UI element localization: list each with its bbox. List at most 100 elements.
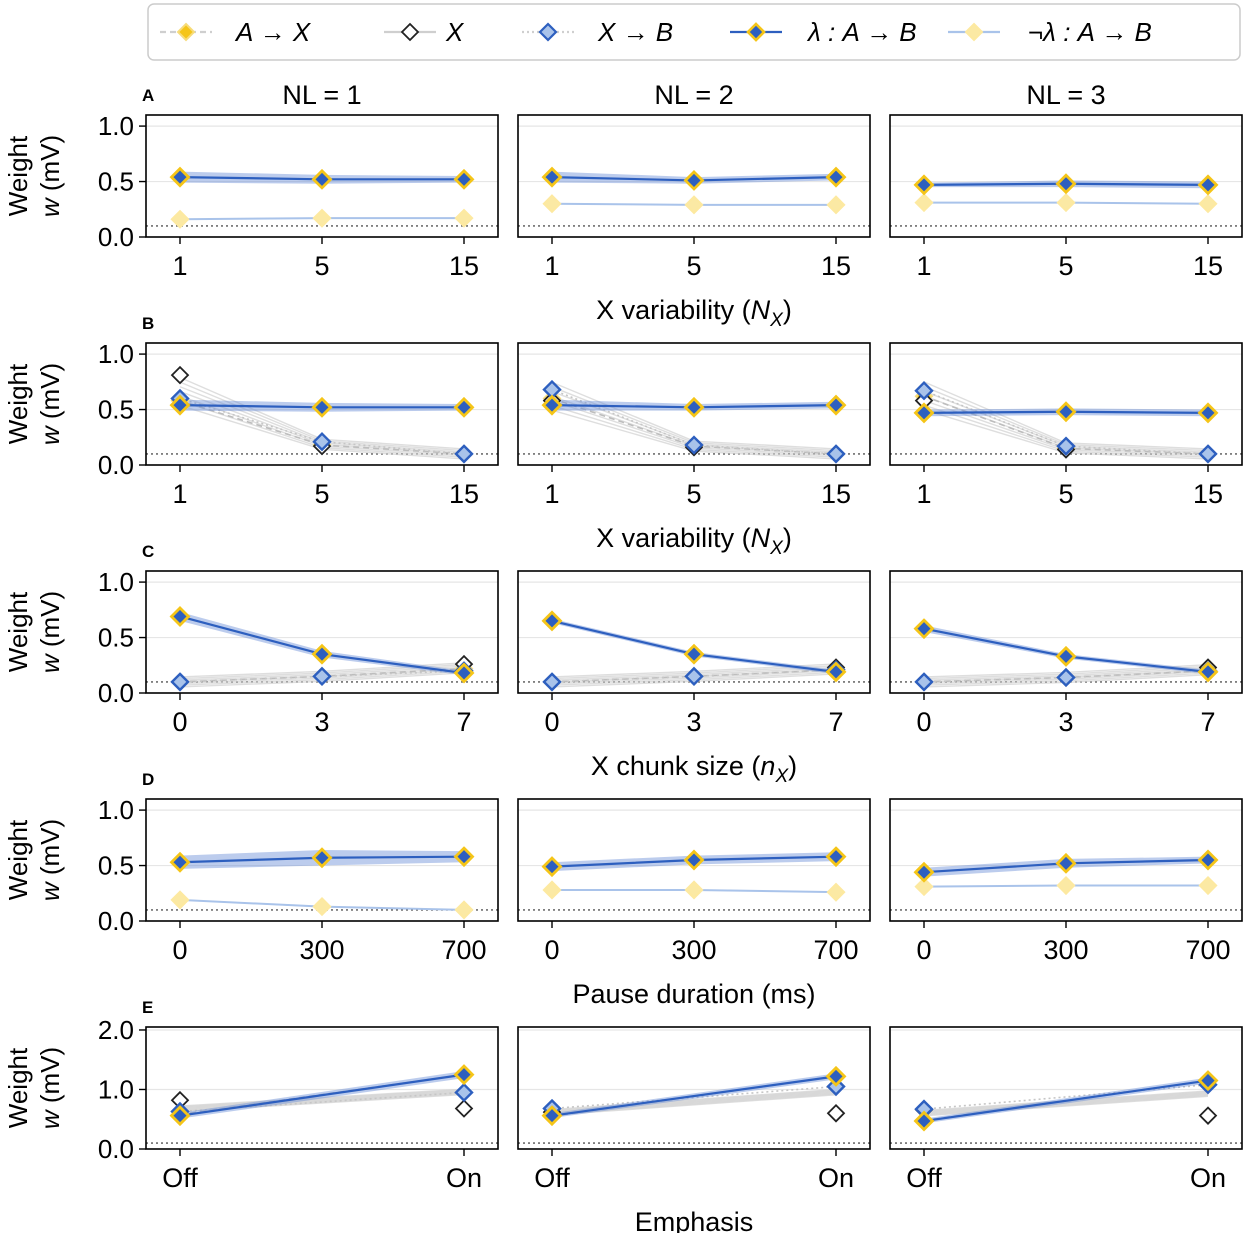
- panel-B-2: 1 5 15: [517, 342, 871, 509]
- panel-E-3: Off On: [889, 1026, 1243, 1193]
- marker-nlam: [1198, 875, 1218, 896]
- marker-nlam: [684, 880, 704, 900]
- marker-xb: [1056, 436, 1076, 456]
- marker-lam: [683, 643, 705, 665]
- y-axis-label-line1: Weight: [3, 1047, 33, 1128]
- series-band-lam: [180, 612, 464, 676]
- x-tick-label: 300: [299, 935, 344, 965]
- panel-B-3: 1 5 15: [889, 342, 1243, 509]
- run-line: [551, 1089, 837, 1112]
- marker-lam: [169, 605, 191, 627]
- x-axis-label-text: X variability (: [596, 523, 751, 553]
- x-tick-label: 700: [813, 935, 858, 965]
- marker-xb: [914, 380, 934, 401]
- x-tick-label: 15: [1193, 251, 1223, 281]
- y-tick-label: 1.0: [98, 795, 134, 825]
- y-tick-label: 1.0: [98, 1074, 134, 1104]
- marker-x: [454, 1099, 474, 1118]
- marker-lam: [913, 618, 935, 640]
- series-line-ax: [551, 397, 837, 455]
- series-line-lam: [179, 1073, 465, 1117]
- x-tick-label: 15: [821, 479, 851, 509]
- y-axis-label-line2: w (mV): [35, 135, 65, 217]
- marker-lam: [169, 851, 191, 873]
- x-tick-label: Off: [534, 1163, 570, 1193]
- marker-lam: [169, 166, 191, 188]
- x-tick-label: On: [818, 1163, 854, 1193]
- marker-nlam: [542, 880, 562, 900]
- x-tick-label: 0: [916, 935, 931, 965]
- marker-xb: [684, 435, 704, 455]
- marker-nlam: [542, 194, 562, 214]
- x-axis-label-sub: X: [769, 538, 784, 559]
- x-tick-label: 7: [828, 707, 843, 737]
- column-titles: NL = 1 NL = 2 NL = 3: [282, 80, 1105, 110]
- y-axis-label-unit: (mV): [35, 135, 65, 191]
- marker-lam: [1055, 645, 1077, 667]
- x-tick-label: 5: [686, 251, 701, 281]
- run-line: [179, 1091, 465, 1110]
- marker-nlam: [914, 877, 934, 897]
- x-axis-label: Emphasis: [635, 1207, 754, 1233]
- marker-lam: [1197, 402, 1219, 424]
- panel-D-2: 0 300 700: [517, 798, 871, 965]
- marker-lam: [311, 643, 333, 665]
- panel-C-1: 0 3 7 0.0 0.5 1.0: [98, 567, 499, 737]
- marker-x: [1198, 1106, 1218, 1125]
- y-tick-label: 0.5: [98, 623, 134, 653]
- x-axis-label-end: ): [783, 523, 792, 553]
- column-title-nl2: NL = 2: [654, 80, 733, 110]
- run-line: [551, 1094, 837, 1116]
- series-line-xb: [551, 668, 837, 683]
- legend-marker-x: [400, 22, 420, 42]
- row-letter: E: [142, 998, 153, 1017]
- marker-lam: [311, 396, 333, 418]
- legend-label-x: X: [445, 17, 465, 47]
- marker-lam: [1055, 173, 1077, 195]
- y-tick-label: 1.0: [98, 339, 134, 369]
- x-tick-label: 1: [172, 251, 187, 281]
- y-axis-label-unit: (mV): [35, 1047, 65, 1103]
- legend-label-ax: A → X: [234, 17, 312, 47]
- marker-nlam: [170, 209, 190, 229]
- y-axis-label-unit: (mV): [35, 591, 65, 647]
- panel-frame: [889, 1026, 1243, 1150]
- marker-lam: [913, 402, 935, 424]
- x-tick-label: 5: [686, 479, 701, 509]
- marker-nlam: [1198, 194, 1218, 214]
- y-axis-label-var: w: [35, 191, 65, 217]
- legend-label-lam: λ : A → B: [806, 17, 917, 47]
- y-axis-label-var: w: [35, 875, 65, 901]
- y-tick-label: 1.0: [98, 111, 134, 141]
- marker-nlam: [684, 195, 704, 215]
- x-axis-label-end: ): [788, 751, 797, 781]
- marker-xb: [454, 444, 474, 464]
- x-tick-label: 0: [172, 935, 187, 965]
- series-line-xb: [923, 670, 1209, 683]
- y-axis-label-var: w: [35, 1103, 65, 1129]
- marker-lam: [453, 1064, 475, 1086]
- run-line: [923, 1093, 1209, 1115]
- x-tick-label: 15: [821, 251, 851, 281]
- marker-lam: [311, 847, 333, 869]
- panel-D-3: 0 300 700: [889, 798, 1243, 965]
- marker-lam: [1197, 849, 1219, 871]
- x-tick-label: Off: [162, 1163, 198, 1193]
- y-tick-label: 0.5: [98, 167, 134, 197]
- y-axis-label-line2: w (mV): [35, 819, 65, 901]
- panel-D-1: 0 300 700 0.0 0.5 1.0: [98, 795, 499, 965]
- marker-x: [826, 1104, 846, 1123]
- panel-frame: [517, 1026, 871, 1150]
- run-line: [923, 1094, 1209, 1116]
- marker-lam: [541, 610, 563, 632]
- x-tick-label: 0: [544, 707, 559, 737]
- marker-lam: [913, 861, 935, 883]
- series-line-ax: [179, 399, 465, 455]
- marker-nlam: [312, 897, 332, 917]
- marker-xb: [542, 672, 562, 692]
- marker-xb: [914, 672, 934, 692]
- x-tick-label: 1: [544, 251, 559, 281]
- run-line: [923, 1092, 1209, 1114]
- marker-xb: [312, 666, 332, 687]
- x-axis-label: X chunk size (nX): [591, 751, 797, 787]
